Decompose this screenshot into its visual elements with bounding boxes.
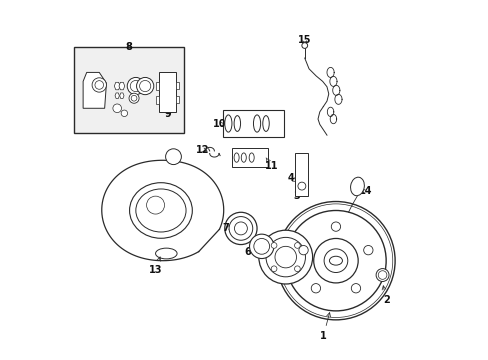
Bar (159, 72, 176, 112)
Circle shape (113, 104, 121, 113)
Text: 14: 14 (358, 186, 372, 197)
Text: 8: 8 (125, 42, 132, 52)
Circle shape (271, 266, 276, 272)
Polygon shape (83, 72, 106, 108)
Circle shape (301, 42, 307, 48)
Circle shape (129, 93, 139, 103)
Circle shape (298, 246, 307, 255)
Circle shape (131, 95, 137, 101)
Circle shape (136, 77, 153, 95)
Ellipse shape (129, 183, 192, 238)
Ellipse shape (234, 116, 240, 131)
Circle shape (271, 243, 276, 248)
Circle shape (324, 249, 347, 273)
Bar (74, 47, 183, 134)
Text: 6: 6 (244, 247, 255, 257)
Circle shape (294, 266, 300, 272)
Circle shape (330, 222, 340, 231)
Circle shape (285, 211, 386, 311)
Polygon shape (114, 82, 120, 90)
Circle shape (253, 238, 269, 254)
Text: 1: 1 (319, 312, 330, 341)
Text: 3: 3 (292, 188, 300, 201)
Ellipse shape (329, 256, 342, 265)
Circle shape (294, 243, 300, 248)
Circle shape (130, 80, 141, 92)
Ellipse shape (136, 189, 185, 232)
Circle shape (297, 182, 305, 190)
Circle shape (378, 271, 386, 279)
Circle shape (313, 238, 357, 283)
Polygon shape (120, 93, 124, 99)
Circle shape (224, 212, 257, 244)
Text: 2: 2 (381, 286, 389, 305)
Ellipse shape (241, 153, 246, 162)
Text: 15: 15 (297, 35, 311, 45)
Circle shape (258, 230, 312, 284)
Circle shape (311, 284, 320, 293)
Ellipse shape (224, 115, 231, 132)
Ellipse shape (253, 115, 260, 132)
Text: 4: 4 (287, 173, 297, 183)
Circle shape (265, 237, 305, 277)
Circle shape (95, 81, 103, 89)
Bar (231, 148, 267, 167)
Text: 5: 5 (266, 253, 278, 266)
Bar (223, 110, 284, 137)
Polygon shape (119, 82, 124, 90)
Circle shape (249, 234, 273, 258)
Bar (156, 96, 159, 104)
Text: 10: 10 (213, 120, 226, 129)
Ellipse shape (249, 153, 254, 162)
Polygon shape (115, 93, 119, 99)
Text: 12: 12 (195, 144, 209, 154)
Bar (156, 82, 159, 90)
Ellipse shape (350, 177, 364, 196)
Circle shape (234, 222, 247, 235)
Circle shape (165, 149, 181, 165)
Bar (295, 153, 308, 196)
Text: 11: 11 (264, 158, 278, 171)
Text: 7: 7 (222, 224, 232, 233)
Ellipse shape (155, 248, 177, 259)
Ellipse shape (262, 116, 269, 131)
Circle shape (274, 246, 296, 268)
Circle shape (276, 202, 394, 320)
Circle shape (350, 284, 360, 293)
Circle shape (363, 246, 372, 255)
Circle shape (146, 196, 164, 214)
Bar (176, 82, 179, 89)
Circle shape (121, 110, 127, 117)
Circle shape (92, 78, 106, 92)
Text: 9: 9 (164, 109, 171, 119)
Text: 13: 13 (148, 257, 162, 275)
Bar (176, 96, 179, 103)
Circle shape (228, 217, 252, 240)
Circle shape (139, 80, 150, 92)
Ellipse shape (234, 153, 239, 162)
Circle shape (375, 269, 388, 282)
Circle shape (127, 77, 144, 95)
